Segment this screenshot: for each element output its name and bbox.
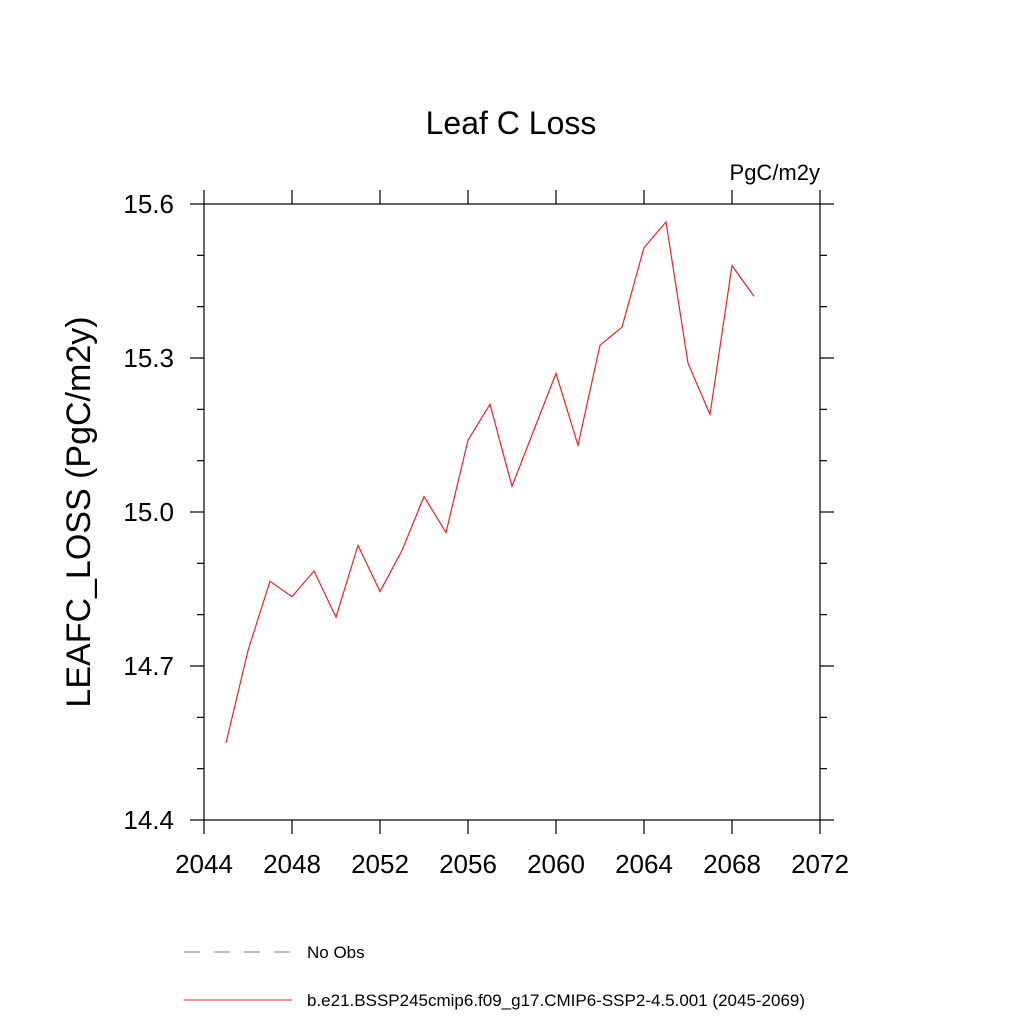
y-tick-label: 15.0	[123, 497, 174, 527]
y-tick-label: 15.3	[123, 343, 174, 373]
x-axis-ticks: 2044 2048 2052 2056 2060 2064 2068 2072	[175, 190, 849, 879]
x-tick-label: 2068	[703, 849, 761, 879]
series-line-0	[225, 220, 755, 744]
y-axis-label: LEAFC_LOSS (PgC/m2y)	[60, 316, 98, 707]
x-tick-label: 2060	[527, 849, 585, 879]
y-axis-ticks: 14.4 14.7 15.0 15.3 15.6	[123, 189, 834, 835]
y-tick-label: 14.4	[123, 805, 174, 835]
x-tick-label: 2072	[791, 849, 849, 879]
legend-label-model-run: b.e21.BSSP245cmip6.f09_g17.CMIP6-SSP2-4.…	[307, 991, 805, 1010]
x-tick-label: 2052	[351, 849, 409, 879]
series-layer	[225, 220, 755, 744]
x-tick-label: 2044	[175, 849, 233, 879]
legend-label-no-obs: No Obs	[307, 943, 365, 962]
x-tick-label: 2064	[615, 849, 673, 879]
y-tick-label: 15.6	[123, 189, 174, 219]
units-label: PgC/m2y	[730, 160, 820, 185]
chart-title: Leaf C Loss	[426, 105, 597, 141]
legend: No Obs b.e21.BSSP245cmip6.f09_g17.CMIP6-…	[184, 943, 805, 1010]
x-tick-label: 2048	[263, 849, 321, 879]
y-tick-label: 14.7	[123, 651, 174, 681]
x-tick-label: 2056	[439, 849, 497, 879]
